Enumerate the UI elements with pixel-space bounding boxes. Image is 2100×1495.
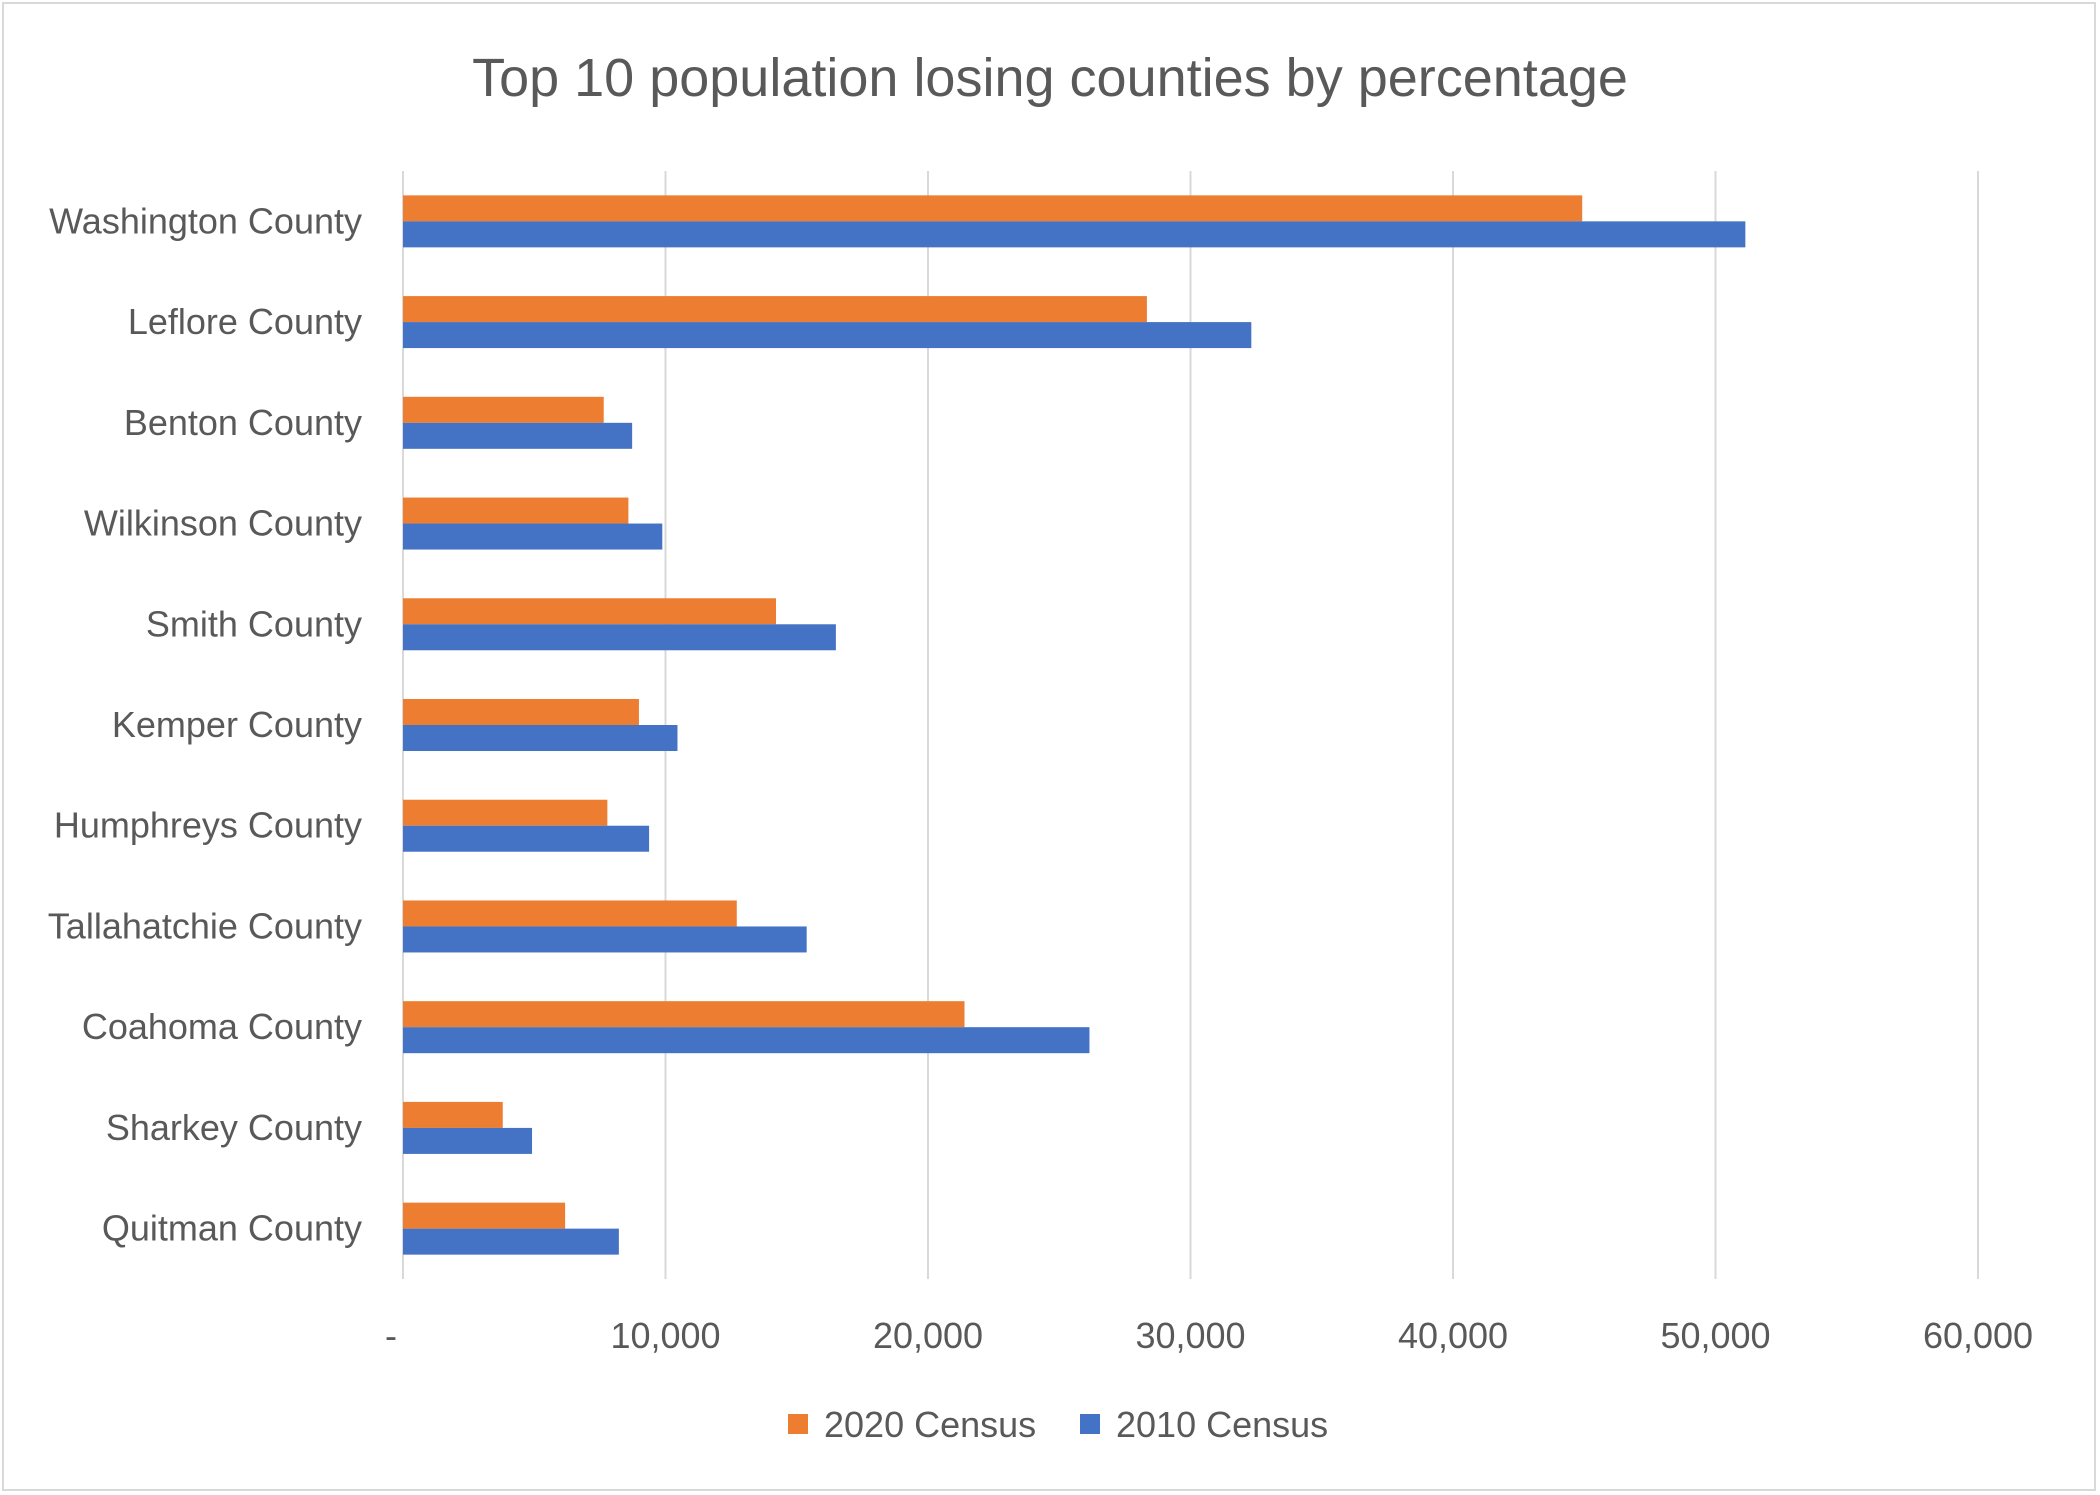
bar-series1 [403,195,1583,222]
chart-title: Top 10 population losing counties by per… [472,48,1628,108]
category-label: Smith County [146,603,362,644]
bar-series1 [403,497,629,524]
category-label: Washington County [49,200,362,241]
category-label: Sharkey County [106,1107,362,1148]
bar-series1 [403,1101,503,1128]
bar-series2 [403,322,1252,349]
bar-series2 [403,825,650,852]
bar-series2 [403,1027,1090,1054]
x-tick-label: 20,000 [873,1315,983,1356]
bar-series2 [403,221,1746,248]
legend-label: 2020 Census [824,1404,1036,1445]
legend-swatch [1080,1414,1100,1434]
category-label: Coahoma County [82,1006,362,1047]
category-label: Wilkinson County [84,503,362,544]
legend-swatch [788,1414,808,1434]
category-label: Tallahatchie County [48,905,362,946]
category-label: Kemper County [112,704,362,745]
x-tick-label: 50,000 [1660,1315,1770,1356]
category-label: Benton County [124,402,362,443]
bar-series1 [403,900,737,927]
category-label: Leflore County [128,301,362,342]
bar-series1 [403,799,608,826]
bar-series1 [403,396,604,423]
bar-series1 [403,1001,965,1028]
category-label: Humphreys County [54,805,362,846]
legend-label: 2010 Census [1116,1404,1328,1445]
bar-series1 [403,296,1147,323]
category-label: Quitman County [102,1208,362,1249]
x-tick-label: 60,000 [1923,1315,2033,1356]
x-tick-label: 40,000 [1398,1315,1508,1356]
bar-series2 [403,523,663,550]
bar-series2 [403,422,633,449]
x-tick-label: 10,000 [610,1315,720,1356]
x-tick-label: - [385,1315,397,1356]
bar-series2 [403,1228,619,1255]
bar-series2 [403,624,836,651]
bar-series1 [403,1202,566,1229]
bar-series1 [403,598,776,625]
bar-series2 [403,725,678,751]
bar-series2 [403,1127,533,1154]
bar-series2 [403,926,807,953]
x-tick-label: 30,000 [1135,1315,1245,1356]
bar-series1 [403,699,639,725]
